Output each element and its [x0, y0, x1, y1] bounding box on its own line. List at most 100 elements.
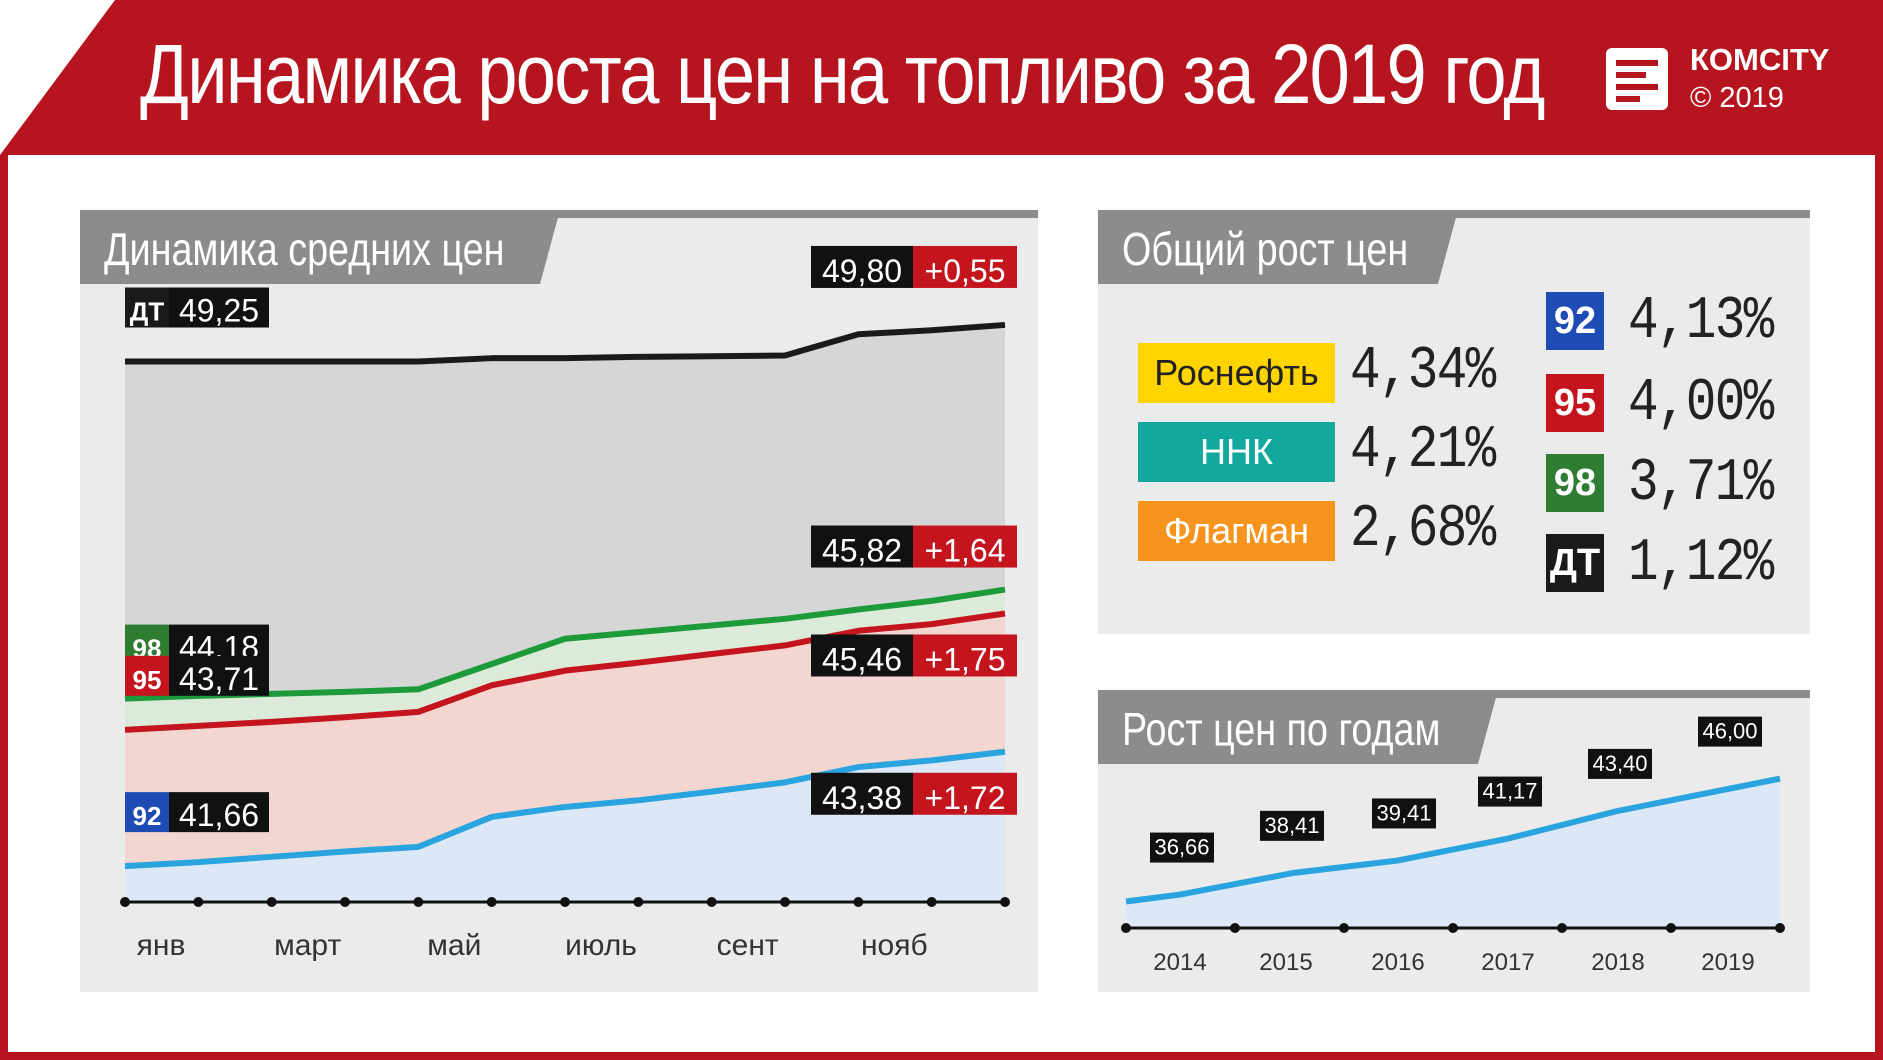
year-value-label: 38,41	[1264, 813, 1319, 838]
x-tick-dot	[560, 897, 570, 907]
year-value-bg	[1698, 716, 1762, 747]
x-tick-dot	[340, 897, 350, 907]
yearly-panel: Рост цен по годам 2014 2015 2016 2017 2018 20…	[1098, 690, 1810, 992]
start-value-label: 43,71	[179, 661, 259, 697]
company-pct: 4,21%	[1350, 417, 1496, 485]
line-ДТ	[125, 321, 1006, 365]
end-value-label: 43,38	[822, 780, 902, 816]
end-value-bg	[811, 634, 913, 677]
dynamics-panel: Динамика средних цен янв март май июль сент н…	[80, 210, 1038, 992]
year-value-bg	[1588, 748, 1652, 779]
year-label: 2014	[1153, 949, 1206, 976]
fuel-badge-92: 92	[1546, 292, 1604, 350]
yearly-tick-dot	[1775, 923, 1785, 933]
year-label: 2019	[1701, 949, 1754, 976]
yearly-tick-dot	[1557, 923, 1567, 933]
change-label: +1,72	[925, 780, 1006, 816]
company-label: ННК	[1200, 431, 1273, 472]
end-value-bg	[811, 525, 913, 568]
end-value-label: 45,82	[822, 533, 902, 569]
x-tick-dot	[193, 897, 204, 907]
start-badge-bg	[125, 792, 169, 833]
area-92	[125, 751, 1005, 902]
change-bg	[913, 525, 1017, 568]
company-pct: 2,68%	[1350, 496, 1496, 564]
fuel-pct: 1,12%	[1628, 530, 1774, 598]
x-tick-dot	[706, 897, 717, 907]
dynamics-panel-title: Динамика средних цен	[104, 223, 505, 275]
page-title: Динамика роста цен на топливо за 2019 го…	[140, 27, 1545, 121]
change-label: +0,55	[925, 253, 1006, 289]
x-tick-label: нояб	[861, 929, 928, 962]
fuel-badge-dt: ДТ	[1546, 534, 1604, 592]
year-value-bg	[1260, 810, 1324, 841]
fuel-badge-98: 98	[1546, 454, 1604, 512]
company-label: Роснефть	[1154, 352, 1319, 393]
panel-title-bg	[1098, 210, 1458, 284]
company-flagman: Флагман	[1138, 501, 1335, 561]
year-label: 2015	[1259, 949, 1312, 976]
company-nnk: ННК	[1138, 422, 1335, 482]
x-tick-label: янв	[137, 929, 186, 962]
year-value-bg	[1150, 832, 1214, 863]
x-tick-dot	[926, 897, 937, 907]
start-value-label: 41,66	[179, 797, 259, 833]
change-label: +1,64	[925, 533, 1006, 569]
start-value-label: 49,25	[179, 293, 259, 329]
yearly-tick-dot	[1339, 923, 1349, 933]
x-tick-dot	[413, 897, 424, 907]
change-bg	[913, 772, 1017, 815]
yearly-tick-dot	[1121, 923, 1131, 933]
line-92	[124, 748, 1006, 870]
end-value-label: 45,46	[822, 641, 902, 677]
start-badge-label: 95	[133, 665, 162, 695]
x-tick-dot	[266, 897, 277, 907]
yearly-area	[1126, 778, 1780, 928]
change-bg	[913, 634, 1017, 677]
year-label: 2018	[1591, 949, 1644, 976]
fuel-pct: 3,71%	[1628, 450, 1774, 518]
x-tick-dot	[486, 897, 497, 907]
header-notch	[0, 0, 115, 155]
year-value-label: 39,41	[1376, 800, 1431, 825]
panel-top-rule	[80, 210, 1038, 218]
x-tick-dot	[1000, 897, 1010, 907]
start-value-bg	[169, 287, 269, 328]
start-badge-label: 92	[133, 801, 162, 831]
start-badge-bg	[125, 287, 169, 328]
header-bar: Динамика роста цен на топливо за 2019 го…	[0, 0, 1883, 155]
line-98	[124, 586, 1006, 702]
year-value-label: 36,66	[1154, 835, 1209, 860]
fuel-badge-95: 95	[1546, 374, 1604, 432]
x-tick-dot	[633, 897, 644, 907]
x-tick-label: май	[427, 929, 481, 962]
brand-name: КОМCITY	[1690, 42, 1830, 77]
overall-panel-title: Общий рост цен	[1122, 223, 1409, 275]
change-label: +1,75	[925, 641, 1006, 677]
year-value-label: 43,40	[1592, 751, 1647, 776]
start-value-bg	[169, 655, 269, 696]
yearly-line	[1125, 775, 1781, 905]
yearly-tick-dot	[1666, 923, 1676, 933]
x-tick-label: сент	[717, 929, 779, 962]
year-value-bg	[1478, 776, 1542, 807]
line-95	[124, 610, 1006, 733]
yearly-chart: 2014 2015 2016 2017 2018 2019 36,66 38,41 39,41 4…	[1121, 716, 1785, 976]
start-badge-bg	[125, 655, 169, 696]
fuel-pct: 4,13%	[1628, 288, 1774, 356]
year-value-bg	[1372, 798, 1436, 829]
year-label: 2017	[1481, 949, 1534, 976]
company-rosneft: Роснефть	[1138, 343, 1335, 403]
x-tick-label: март	[274, 929, 341, 962]
year-value-label: 46,00	[1702, 719, 1757, 744]
end-value-bg	[811, 245, 913, 288]
panel-title-bg	[1098, 690, 1498, 764]
start-badge-label: ДТ	[130, 297, 165, 327]
x-tick-label: июль	[565, 929, 637, 962]
yearly-panel-title: Рост цен по годам	[1122, 703, 1441, 755]
panel-title-bg	[80, 210, 560, 284]
x-tick-dot	[853, 897, 864, 907]
end-value-label: 49,80	[822, 253, 902, 289]
